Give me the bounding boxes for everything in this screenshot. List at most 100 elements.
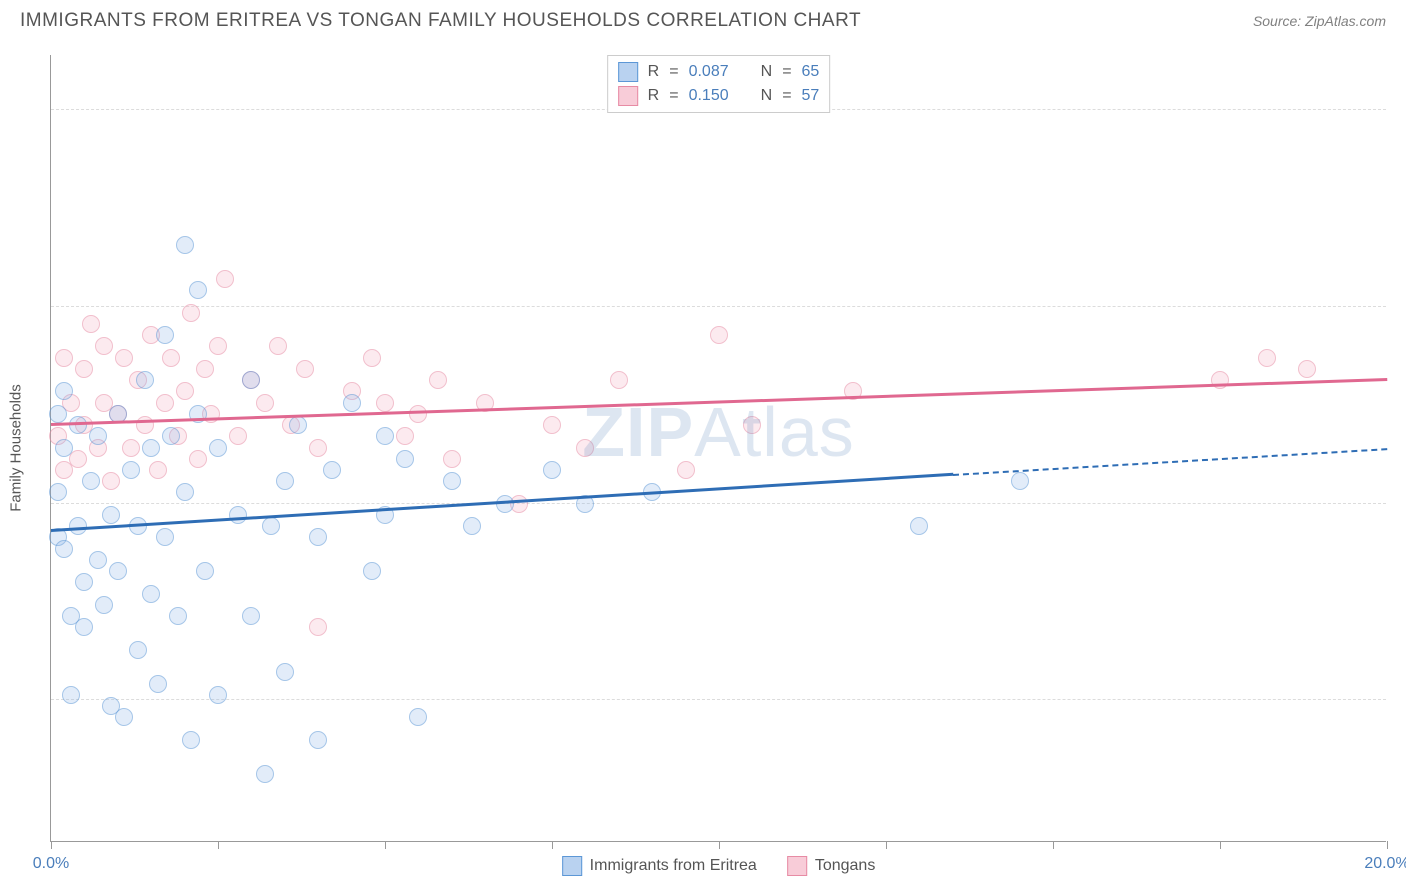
y-tick-label: 65.0% (1398, 477, 1406, 495)
chart-plot-area: Family Households ZIPAtlas 47.5%65.0%82.… (50, 55, 1386, 842)
scatter-point (149, 675, 167, 693)
chart-title: IMMIGRANTS FROM ERITREA VS TONGAN FAMILY… (20, 10, 861, 32)
legend-series-item: Immigrants from Eritrea (562, 856, 757, 876)
scatter-point (182, 731, 200, 749)
scatter-point (189, 450, 207, 468)
scatter-point (182, 304, 200, 322)
scatter-point (156, 528, 174, 546)
scatter-point (209, 686, 227, 704)
scatter-point (543, 416, 561, 434)
scatter-point (376, 394, 394, 412)
scatter-point (95, 337, 113, 355)
scatter-point (262, 517, 280, 535)
trend-line (953, 448, 1387, 476)
source-attribution: Source: ZipAtlas.com (1253, 13, 1386, 29)
legend-series-label: Immigrants from Eritrea (590, 857, 757, 875)
source-name: ZipAtlas.com (1305, 13, 1386, 29)
x-tick (1387, 841, 1388, 849)
x-tick (385, 841, 386, 849)
scatter-point (162, 349, 180, 367)
scatter-point (396, 450, 414, 468)
scatter-point (743, 416, 761, 434)
scatter-point (156, 326, 174, 344)
y-axis-title: Family Households (8, 384, 25, 512)
scatter-point (162, 427, 180, 445)
scatter-point (309, 731, 327, 749)
scatter-point (710, 326, 728, 344)
scatter-point (309, 528, 327, 546)
series-legend: Immigrants from Eritrea Tongans (562, 856, 876, 876)
scatter-point (95, 596, 113, 614)
scatter-point (443, 472, 461, 490)
scatter-point (229, 427, 247, 445)
scatter-point (610, 371, 628, 389)
scatter-point (69, 416, 87, 434)
scatter-point (276, 472, 294, 490)
scatter-point (109, 562, 127, 580)
legend-stat-row: R=0.150N=57 (618, 84, 820, 108)
x-tick (218, 841, 219, 849)
scatter-point (209, 439, 227, 457)
scatter-point (149, 461, 167, 479)
scatter-point (55, 382, 73, 400)
chart-header: IMMIGRANTS FROM ERITREA VS TONGAN FAMILY… (0, 0, 1406, 40)
scatter-point (309, 618, 327, 636)
legend-stat-row: R=0.087N=65 (618, 60, 820, 84)
x-tick (719, 841, 720, 849)
n-value: 57 (802, 87, 820, 105)
scatter-point (376, 427, 394, 445)
scatter-point (910, 517, 928, 535)
scatter-point (89, 551, 107, 569)
scatter-point (82, 315, 100, 333)
n-label: N (761, 87, 773, 105)
scatter-point (242, 607, 260, 625)
scatter-point (216, 270, 234, 288)
y-tick-label: 47.5% (1398, 673, 1406, 691)
gridline (51, 306, 1386, 307)
scatter-point (75, 360, 93, 378)
r-value: 0.087 (689, 63, 729, 81)
scatter-point (323, 461, 341, 479)
y-tick-label: 100.0% (1398, 83, 1406, 101)
r-label: R (648, 87, 660, 105)
gridline (51, 503, 1386, 504)
x-tick-label: 0.0% (33, 855, 69, 873)
scatter-point (169, 607, 187, 625)
correlation-legend: R=0.087N=65R=0.150N=57 (607, 55, 831, 113)
scatter-point (276, 663, 294, 681)
r-value: 0.150 (689, 87, 729, 105)
scatter-point (1011, 472, 1029, 490)
y-tick-label: 82.5% (1398, 280, 1406, 298)
scatter-point (176, 483, 194, 501)
source-label: Source: (1253, 13, 1301, 29)
scatter-point (209, 337, 227, 355)
scatter-point (242, 371, 260, 389)
scatter-point (363, 562, 381, 580)
scatter-point (409, 708, 427, 726)
scatter-point (543, 461, 561, 479)
scatter-point (129, 641, 147, 659)
legend-series-item: Tongans (787, 856, 876, 876)
scatter-point (89, 427, 107, 445)
scatter-point (102, 506, 120, 524)
scatter-point (196, 360, 214, 378)
scatter-plot: 47.5%65.0%82.5%100.0%0.0%20.0% (51, 55, 1386, 841)
scatter-point (396, 427, 414, 445)
scatter-point (142, 585, 160, 603)
legend-swatch (562, 856, 582, 876)
scatter-point (1258, 349, 1276, 367)
scatter-point (1298, 360, 1316, 378)
gridline (51, 699, 1386, 700)
scatter-point (496, 495, 514, 513)
scatter-point (55, 349, 73, 367)
n-label: N (761, 63, 773, 81)
scatter-point (269, 337, 287, 355)
r-label: R (648, 63, 660, 81)
x-tick (1220, 841, 1221, 849)
scatter-point (229, 506, 247, 524)
scatter-point (136, 371, 154, 389)
scatter-point (343, 394, 361, 412)
scatter-point (409, 405, 427, 423)
scatter-point (429, 371, 447, 389)
n-value: 65 (802, 63, 820, 81)
